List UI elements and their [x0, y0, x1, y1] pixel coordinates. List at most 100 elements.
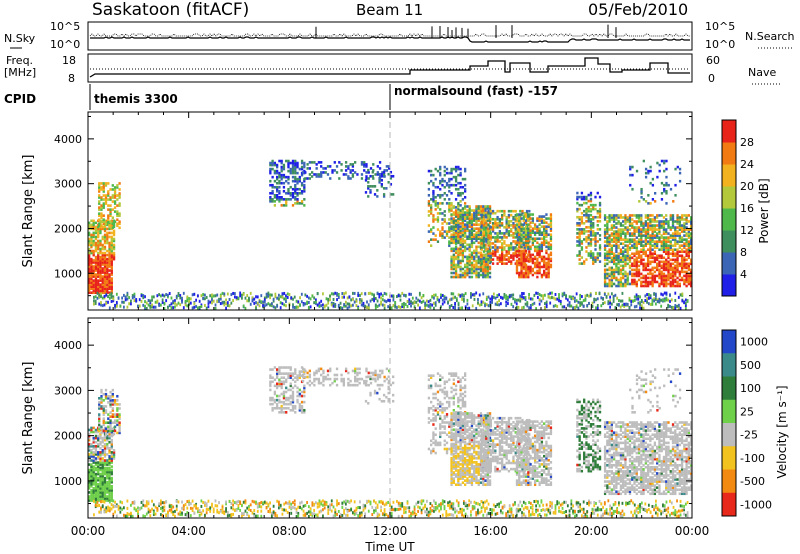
echo-cell: [589, 221, 593, 225]
echo-cell: [649, 280, 652, 284]
echo-cell: [475, 273, 478, 277]
echo-cell: [300, 181, 304, 185]
echo-cell: [610, 284, 614, 288]
echo-cell: [110, 261, 113, 264]
echo-cell: [106, 453, 109, 456]
echo-cell: [606, 232, 609, 235]
echo-cell: [106, 476, 109, 480]
echo-cell: [538, 247, 541, 251]
echo-cell: [298, 167, 301, 171]
echo-cell: [367, 306, 370, 310]
echo-cell: [454, 257, 458, 261]
echo-cell: [596, 191, 599, 195]
echo-cell: [275, 189, 279, 193]
echo-cell: [660, 246, 663, 250]
echo-cell: [617, 228, 620, 231]
echo-cell: [97, 472, 100, 476]
echo-cell: [381, 171, 384, 174]
echo-cell: [463, 255, 467, 259]
echo-cell: [676, 268, 679, 272]
echo-cell: [468, 255, 471, 259]
echo-cell: [96, 296, 99, 300]
echo-cell: [473, 229, 476, 232]
echo-cell: [452, 211, 455, 214]
echo-cell: [685, 220, 688, 223]
echo-cell: [624, 284, 627, 288]
echo-cell: [102, 220, 105, 224]
echo-cell: [389, 193, 393, 196]
echo-cell: [653, 297, 656, 301]
echo-cell: [99, 457, 102, 460]
echo-cell: [99, 259, 102, 262]
echo-cell: [101, 451, 104, 454]
echo-cell: [680, 256, 684, 260]
echo-cell: [100, 216, 103, 219]
echo-cell: [466, 227, 469, 230]
echo-cell: [674, 278, 677, 282]
echo-cell: [102, 218, 105, 222]
echo-cell: [628, 214, 632, 217]
echo-cell: [477, 213, 480, 216]
echo-cell: [646, 222, 650, 225]
echo-cell: [485, 224, 488, 227]
echo-cell: [97, 231, 100, 235]
echo-cell: [304, 293, 307, 297]
echo-cell: [480, 209, 483, 213]
echo-cell: [378, 167, 382, 170]
echo-cell: [563, 291, 566, 295]
echo-cell: [640, 238, 643, 241]
echo-cell: [90, 491, 93, 494]
echo-cell: [549, 217, 553, 220]
echo-cell: [466, 221, 469, 224]
echo-cell: [450, 241, 453, 245]
echo-cell: [660, 278, 663, 282]
echo-cell: [656, 274, 659, 278]
echo-cell: [644, 214, 647, 217]
echo-cell: [106, 279, 109, 282]
echo-cell: [432, 181, 435, 185]
echo-cell: [610, 272, 614, 276]
echo-cell: [292, 297, 294, 301]
echo-cell: [610, 276, 614, 280]
echo-cell: [439, 232, 442, 235]
echo-cell: [103, 303, 106, 307]
echo-cell: [503, 258, 506, 261]
echo-cell: [538, 298, 541, 302]
echo-cell: [98, 194, 101, 197]
echo-cell: [484, 207, 487, 210]
echo-cell: [660, 298, 663, 302]
echo-cell: [454, 249, 458, 253]
echo-cell: [473, 209, 476, 212]
echo-cell: [417, 298, 419, 302]
echo-cell: [667, 303, 670, 307]
echo-cell: [184, 303, 187, 307]
echo-cell: [667, 252, 670, 256]
echo-cell: [615, 218, 618, 221]
echo-cell: [275, 193, 279, 197]
echo-cell: [113, 210, 117, 213]
echo-cell: [485, 303, 488, 307]
echo-cell: [598, 246, 602, 249]
echo-cell: [482, 263, 485, 267]
echo-cell: [480, 242, 483, 245]
echo-cell: [383, 307, 386, 311]
echo-cell: [651, 256, 654, 260]
echo-cell: [450, 249, 453, 253]
echo-cell: [106, 253, 109, 257]
echo-cell: [635, 274, 638, 278]
echo-cell: [576, 236, 579, 239]
echo-cell: [88, 428, 91, 432]
echo-cell: [519, 240, 522, 243]
echo-cell: [533, 293, 536, 297]
noise-right-label: N.Search: [745, 30, 795, 43]
echo-cell: [515, 269, 519, 273]
echo-cell: [665, 262, 668, 266]
echo-cell: [633, 230, 636, 233]
echo-cell: [589, 191, 593, 195]
echo-cell: [441, 236, 444, 239]
echo-cell: [454, 206, 458, 209]
echo-cell: [320, 165, 323, 168]
echo-cell: [489, 238, 492, 241]
echo-cell: [596, 304, 599, 308]
echo-cell: [289, 191, 292, 195]
